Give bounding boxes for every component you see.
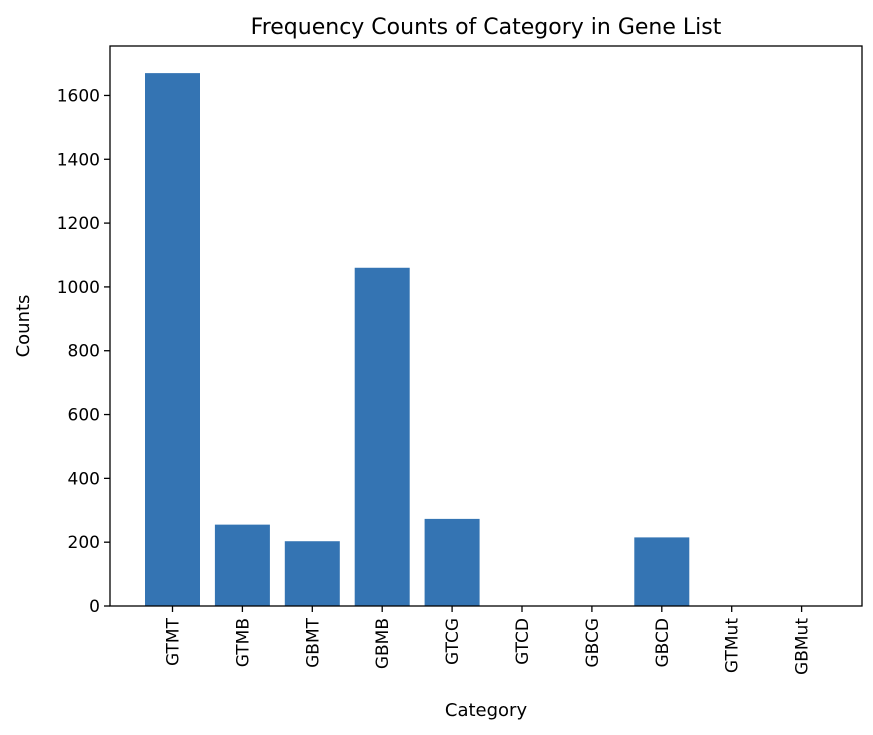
y-tick-label: 1200 xyxy=(57,214,100,234)
x-axis: GTMT GTMB GBMT GBMB GTCG GTCD GBCG GBCD GTMut GBM… xyxy=(164,606,813,675)
y-axis-label: Counts xyxy=(13,295,34,358)
y-tick-label: 1600 xyxy=(57,86,100,106)
bar-gtmb xyxy=(214,524,270,606)
y-tick-label: 600 xyxy=(68,406,100,426)
y-tick-label: 200 xyxy=(68,533,100,553)
x-tick-label: GBCD xyxy=(653,618,673,668)
plot-frame xyxy=(109,45,863,607)
y-tick-label: 1000 xyxy=(57,278,100,298)
x-tick-label: GBCG xyxy=(583,618,603,668)
y-tick-label: 0 xyxy=(89,597,100,617)
bar-gbmb xyxy=(354,267,410,606)
x-tick-label: GTMB xyxy=(233,618,253,667)
bar-gtmt xyxy=(145,73,200,607)
y-tick-label: 800 xyxy=(68,342,100,362)
bar-gbmt xyxy=(284,541,340,606)
x-tick-label: GBMB xyxy=(373,618,393,669)
x-axis-label: Category xyxy=(445,700,528,721)
bar-gbcd xyxy=(634,537,690,606)
x-tick-label: GTMut xyxy=(723,618,743,673)
y-tick-label: 1400 xyxy=(57,150,100,170)
bars xyxy=(145,73,690,607)
bar-gtcg xyxy=(424,518,480,606)
x-tick-label: GBMut xyxy=(793,618,813,675)
x-tick-label: GBMT xyxy=(303,617,323,668)
x-tick-label: GTCD xyxy=(513,618,533,665)
y-tick-label: 400 xyxy=(68,469,100,489)
x-tick-label: GTCG xyxy=(443,618,463,665)
chart-title: Frequency Counts of Category in Gene Lis… xyxy=(251,15,722,40)
x-tick-label: GTMT xyxy=(164,617,184,666)
y-axis: 0 200 400 600 800 1000 1200 1400 1600 xyxy=(57,86,110,617)
